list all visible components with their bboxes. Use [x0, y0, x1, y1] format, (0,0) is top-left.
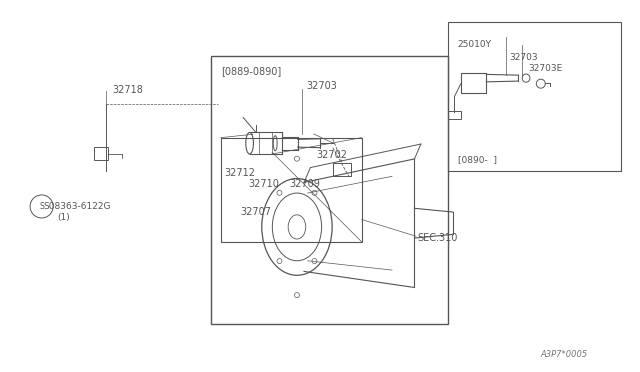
- Text: 32702: 32702: [317, 150, 348, 160]
- Bar: [448, 22, 621, 171]
- Text: [0889-0890]: [0889-0890]: [221, 66, 281, 76]
- Bar: [221, 138, 362, 242]
- Text: 32709: 32709: [289, 179, 320, 189]
- Text: 32712: 32712: [224, 168, 255, 178]
- Bar: [211, 56, 448, 324]
- Text: 32707: 32707: [241, 207, 271, 217]
- Text: S: S: [39, 202, 44, 211]
- Bar: [461, 73, 486, 93]
- Text: 25010Y: 25010Y: [458, 40, 492, 49]
- Bar: [333, 163, 351, 176]
- Text: [0890-  ]: [0890- ]: [458, 155, 497, 164]
- Text: S08363-6122G: S08363-6122G: [44, 202, 111, 211]
- Text: 32703: 32703: [306, 81, 337, 91]
- Text: A3P7*0005: A3P7*0005: [541, 350, 588, 359]
- Bar: [94, 147, 108, 160]
- Text: 32703: 32703: [509, 53, 538, 62]
- Bar: [448, 111, 461, 119]
- Text: SEC.310: SEC.310: [417, 233, 458, 243]
- Text: (1): (1): [58, 213, 70, 222]
- Text: 32703E: 32703E: [528, 64, 563, 73]
- Text: 32718: 32718: [112, 85, 143, 95]
- Text: 32710: 32710: [248, 179, 279, 189]
